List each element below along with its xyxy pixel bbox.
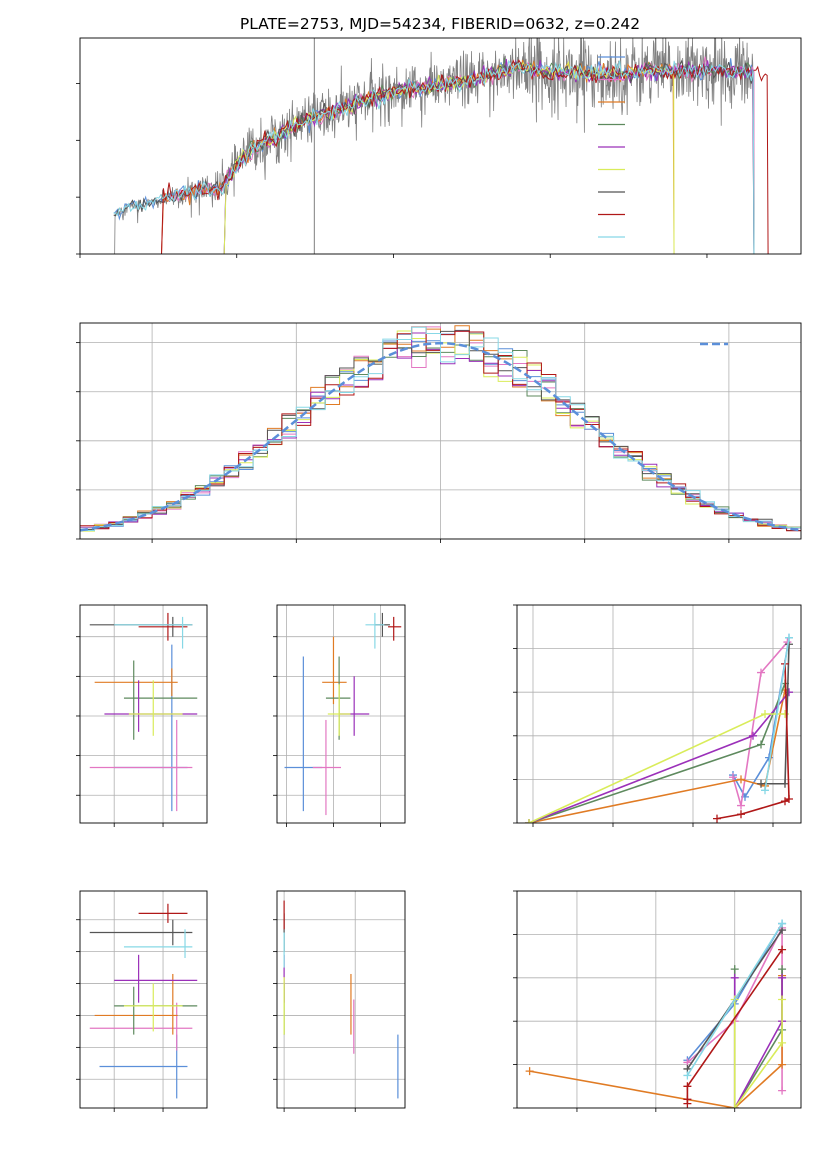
mass-weight-marker — [778, 1038, 787, 1047]
mass-weight-line — [528, 691, 790, 823]
mass-weight-marker — [683, 1082, 692, 1091]
mass-weight-marker — [525, 1067, 534, 1076]
mass-weight-marker — [730, 973, 739, 982]
mass-weight-marker — [778, 945, 787, 954]
mass-weight-marker — [525, 819, 533, 823]
weight-vs-age-panel — [513, 604, 802, 827]
axes-frame — [516, 890, 802, 1109]
mass-weight-line — [686, 923, 783, 1076]
plot-area — [517, 891, 801, 1108]
mass-weight-marker — [778, 973, 787, 982]
model-spectrum-line — [223, 58, 755, 254]
mass-weight-marker — [737, 775, 745, 784]
mass-weight-line — [528, 683, 786, 823]
plot-area — [80, 605, 207, 823]
axes-frame — [79, 37, 802, 255]
plot-area — [277, 891, 405, 1108]
mass-weight-line — [732, 641, 789, 806]
plot-area — [113, 38, 769, 254]
mass-weight-marker — [729, 773, 737, 782]
model-spectrum-line — [223, 60, 675, 254]
mass-weight-marker — [737, 810, 745, 819]
mass-weight-marker — [778, 1060, 787, 1069]
age-vs-metallicity-panel — [76, 604, 208, 827]
mass-weight-marker — [785, 633, 793, 642]
mass-weight-marker — [730, 965, 739, 974]
mass-weight-marker — [730, 1104, 739, 1108]
mass-weight-marker — [778, 919, 787, 928]
normal-distribution-curve — [80, 341, 801, 532]
mass-weight-marker — [778, 1086, 787, 1095]
mass-weight-line — [716, 663, 790, 820]
axes-frame — [276, 604, 406, 824]
histogram-outline — [80, 326, 801, 532]
mass-vs-metallicity-panel — [76, 890, 208, 1112]
axes-frame — [79, 322, 802, 540]
mass-weight-marker — [683, 1095, 692, 1104]
mass-weight-marker — [757, 668, 765, 677]
plot-area — [277, 605, 405, 823]
model-spectrum-line — [223, 57, 755, 254]
model-spectrum-line — [113, 59, 755, 254]
mass-weight-marker — [683, 1071, 692, 1080]
figure-title: PLATE=2753, MJD=54234, FIBERID=0632, z=0… — [240, 15, 640, 33]
axes-frame — [79, 890, 208, 1109]
mass-weight-marker — [757, 740, 765, 749]
mass-weight-line — [528, 689, 786, 823]
plot-area — [517, 605, 801, 823]
mass-vs-reddening-panel — [273, 890, 406, 1112]
residual-histogram-panel — [76, 322, 802, 543]
mass-weight-marker — [749, 731, 757, 740]
mass-weight-marker — [781, 779, 789, 788]
spectrum-panel — [76, 37, 802, 258]
mass-weight-marker — [761, 710, 769, 718]
plot-area — [80, 323, 801, 539]
weight-vs-metallicity-panel — [513, 890, 802, 1112]
plot-area — [80, 891, 207, 1108]
mass-weight-marker — [757, 779, 765, 788]
axes-frame — [79, 604, 208, 824]
mass-weight-marker — [713, 814, 721, 823]
mass-weight-marker — [737, 801, 745, 810]
axes-frame — [516, 604, 802, 824]
axes-frame — [276, 890, 406, 1109]
observed-spectrum — [113, 38, 755, 254]
mass-weight-line — [733, 999, 783, 1108]
mass-weight-marker — [778, 995, 787, 1004]
mass-weight-marker — [761, 786, 769, 795]
mass-weight-marker — [778, 965, 787, 974]
mass-weight-marker — [785, 795, 793, 804]
mass-weight-line — [764, 637, 790, 791]
mass-weight-line — [732, 637, 790, 799]
age-vs-mass-panel — [273, 604, 406, 827]
